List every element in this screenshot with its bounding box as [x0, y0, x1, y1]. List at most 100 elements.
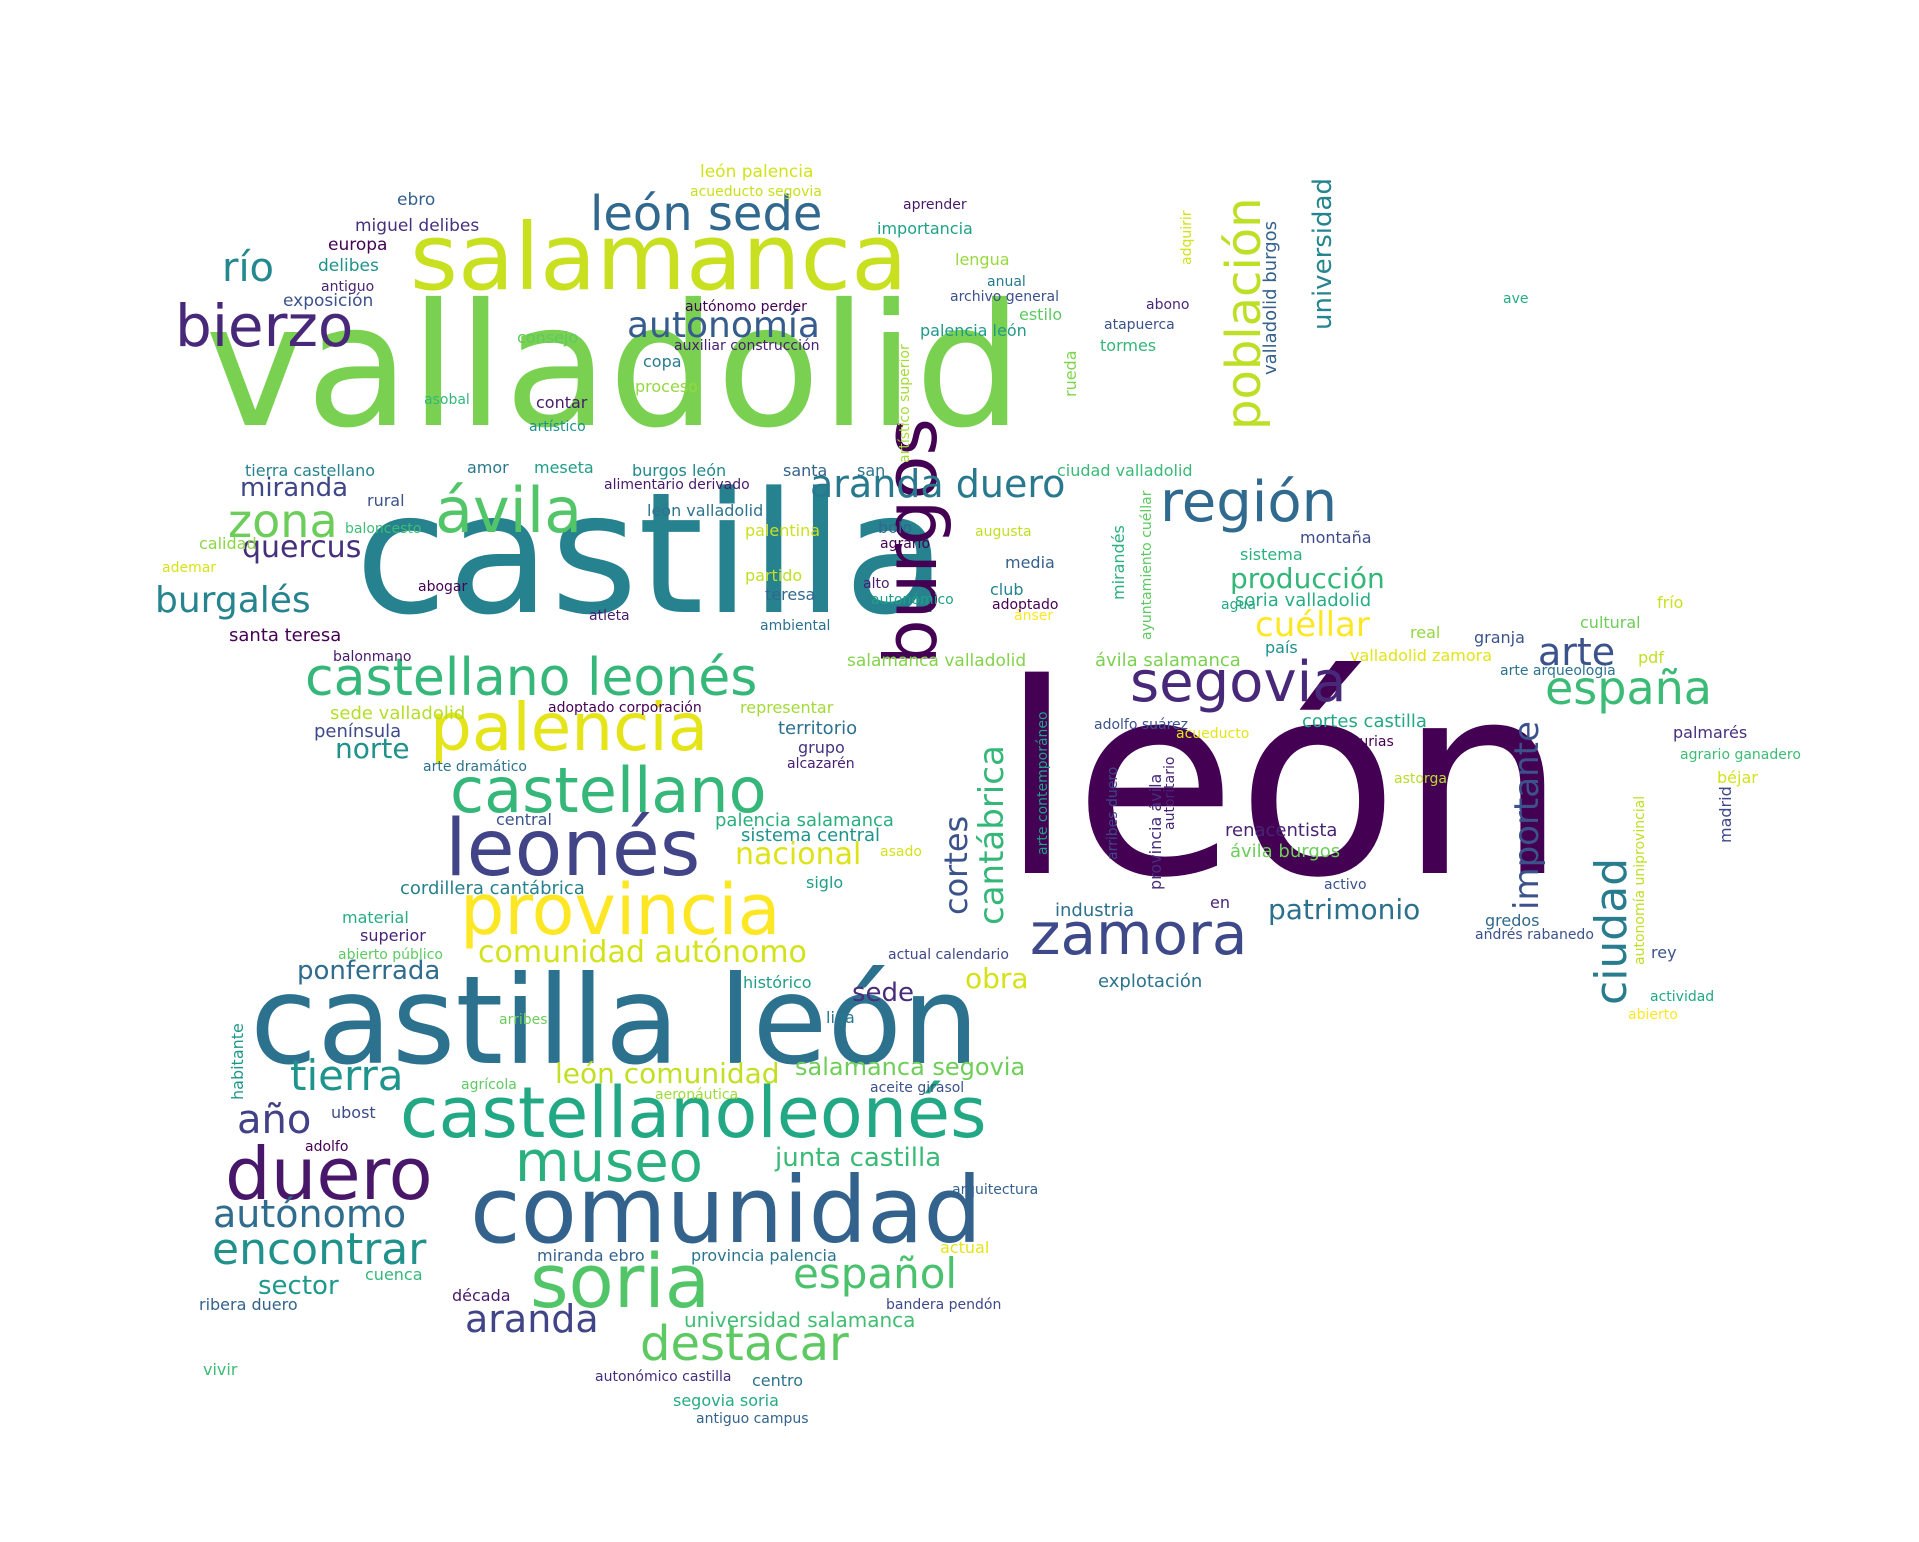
word: norte [335, 732, 410, 765]
word: alimentario derivado [604, 477, 750, 493]
word: castellanoleonés [400, 1072, 987, 1154]
word: ávila salamanca [1095, 650, 1241, 671]
word: teresa [765, 585, 816, 604]
word: histórico [743, 973, 812, 992]
word: ubost [331, 1103, 376, 1122]
word: ciudad [1586, 857, 1637, 1005]
word: importante [1507, 721, 1547, 910]
word: ciudad valladolid [1057, 461, 1193, 480]
word: castilla [355, 456, 947, 652]
word: balonmano [333, 649, 412, 665]
word: proceso [635, 377, 698, 396]
word: segovia soria [673, 1391, 779, 1410]
word: león comunidad [555, 1057, 780, 1090]
word: contar [536, 393, 588, 412]
word: ambiental [760, 618, 831, 634]
word: autoritario [1162, 756, 1178, 830]
word: valladolid [205, 268, 1023, 466]
word: agrario ganadero [1680, 747, 1801, 763]
word: superior [360, 926, 426, 945]
word: arte contemporáneo [1035, 711, 1051, 855]
word: palmarés [1673, 723, 1748, 742]
word: asado [880, 844, 922, 860]
word: nacional [735, 837, 862, 872]
word: abierto público [338, 947, 443, 963]
word: territorio [778, 718, 858, 739]
word: cuéllar [1255, 605, 1370, 645]
word: actual calendario [888, 947, 1009, 963]
word: copa [643, 352, 682, 371]
word: adolfo suárez [1094, 717, 1189, 733]
word: amor [467, 458, 509, 477]
word: país [1265, 638, 1298, 657]
word: gredos [1485, 911, 1540, 930]
word: artístico superior [897, 344, 913, 463]
word: ponferrada [297, 956, 441, 986]
word: tierra [290, 1051, 404, 1100]
word: palencia salamanca [715, 810, 894, 831]
word: arribes duero [1105, 766, 1121, 860]
word: adquirir [1179, 210, 1195, 265]
word: adoptado corporación [548, 700, 702, 716]
word: río [222, 245, 275, 291]
word: bierzo [175, 292, 354, 360]
word: autónomo [213, 1192, 407, 1236]
word: patrimonio [1268, 893, 1421, 926]
word: autonomía [627, 305, 820, 346]
word: autonómico castilla [595, 1369, 732, 1385]
word: península [314, 721, 402, 742]
word: rey [1651, 943, 1677, 962]
word: europa [328, 235, 388, 255]
word: comunidad [470, 1157, 982, 1264]
word: burgalés [155, 580, 311, 621]
word: rural [367, 491, 405, 510]
word: castellano leonés [305, 648, 758, 708]
word: anual [987, 274, 1026, 290]
word: leonés [445, 804, 701, 894]
word: acueducto segovia [690, 184, 822, 200]
word: autonomía uniprovincial [1632, 795, 1648, 965]
word: explotación [1098, 971, 1203, 992]
word: miranda ebro [537, 1246, 645, 1265]
word: andrés rabanedo [1475, 927, 1594, 943]
word: grupo [798, 738, 845, 757]
word: arte dramático [423, 759, 527, 775]
word: ademar [162, 560, 217, 576]
word: granja [1474, 628, 1525, 647]
word: real [1410, 623, 1441, 642]
word: calidad [199, 534, 257, 553]
word: cantábrica [972, 745, 1012, 925]
word: españa [1545, 661, 1712, 715]
word: tierra castellano [245, 461, 376, 480]
word: lengua [955, 250, 1010, 269]
word: industria [1055, 900, 1135, 921]
word: autonómico [871, 592, 954, 608]
word: consejo [517, 328, 579, 347]
word: material [342, 908, 409, 927]
word: comunidad autónomo [478, 935, 807, 970]
word: universidad [1308, 178, 1338, 330]
word: san [857, 461, 886, 480]
word: español [793, 1249, 958, 1298]
word: archivo general [950, 289, 1059, 305]
word: ayuntamiento cuéllar [1139, 490, 1155, 641]
word: acueducto [1176, 726, 1250, 742]
word: antiguo [321, 279, 375, 295]
word: vivir [203, 1360, 238, 1379]
word: segovia [1130, 650, 1347, 715]
word: ribera duero [199, 1295, 298, 1314]
word: castellano [450, 754, 767, 827]
word: sede [852, 978, 915, 1008]
word: valladolid zamora [1350, 646, 1493, 665]
word: asturias [1338, 734, 1394, 750]
word: burgos león [632, 461, 727, 480]
word: adoptado [992, 597, 1059, 613]
word: alcazarén [787, 756, 855, 772]
word: cortes [937, 815, 975, 915]
word: encontrar [212, 1224, 427, 1275]
word: sector [258, 1271, 339, 1301]
word: alto [863, 576, 890, 592]
word: frío [1657, 593, 1684, 612]
word: palencia [430, 689, 709, 766]
word: antiguo campus [696, 1411, 809, 1427]
